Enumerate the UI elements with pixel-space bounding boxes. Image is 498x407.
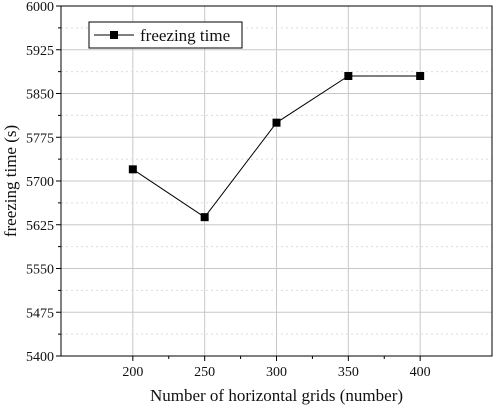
data-point-300 <box>272 118 281 127</box>
grid-lines <box>61 6 492 356</box>
x-tick-label-250: 250 <box>194 365 215 380</box>
y-tick-label-5700: 5700 <box>26 175 54 190</box>
data-point-350 <box>344 72 353 80</box>
y-tick-label-5475: 5475 <box>26 306 54 321</box>
y-tick-label-5850: 5850 <box>26 88 54 103</box>
data-point-250 <box>200 213 209 222</box>
y-axis-title: freezing time (s) <box>1 125 20 237</box>
y-tick-label-5400: 5400 <box>26 350 54 365</box>
y-tick-label-5775: 5775 <box>26 131 54 146</box>
legend-square-marker <box>110 31 118 39</box>
data-point-200 <box>128 165 137 174</box>
y-tick-label-5550: 5550 <box>26 263 54 278</box>
y-tick-label-5925: 5925 <box>26 44 54 59</box>
x-axis-tick-labels: 200 250 300 350 400 <box>122 365 430 380</box>
x-axis-title: Number of horizontal grids (number) <box>150 386 403 405</box>
x-tick-label-400: 400 <box>410 365 431 380</box>
x-tick-label-200: 200 <box>122 365 143 380</box>
y-tick-label-5625: 5625 <box>26 219 54 234</box>
series-freezing-time <box>128 72 425 222</box>
y-axis-tick-labels: 5400 5475 5550 5625 5700 5775 5850 5925 6000 <box>26 0 54 365</box>
legend: freezing time <box>88 21 243 49</box>
y-tick-label-6000: 6000 <box>26 0 54 15</box>
legend-label: freezing time <box>140 26 230 45</box>
x-tick-label-350: 350 <box>338 365 359 380</box>
axis-ticks <box>56 5 421 361</box>
data-point-400 <box>416 72 425 80</box>
x-tick-label-300: 300 <box>266 365 287 380</box>
